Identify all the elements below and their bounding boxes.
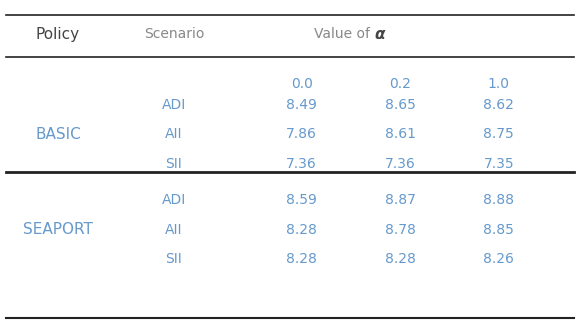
Text: AII: AII bbox=[165, 223, 183, 236]
Text: 1.0: 1.0 bbox=[488, 77, 510, 91]
Text: 8.61: 8.61 bbox=[385, 128, 416, 141]
Text: SII: SII bbox=[166, 157, 182, 171]
Text: 8.85: 8.85 bbox=[483, 223, 514, 236]
Text: 7.86: 7.86 bbox=[286, 128, 317, 141]
Text: α: α bbox=[374, 27, 385, 42]
Text: 0.0: 0.0 bbox=[291, 77, 313, 91]
Text: 8.78: 8.78 bbox=[385, 223, 416, 236]
Text: BASIC: BASIC bbox=[35, 127, 81, 142]
Text: 8.62: 8.62 bbox=[483, 98, 514, 112]
Text: 7.35: 7.35 bbox=[484, 157, 514, 171]
Text: Policy: Policy bbox=[36, 27, 80, 42]
Text: 8.28: 8.28 bbox=[286, 223, 317, 236]
Text: 8.59: 8.59 bbox=[286, 193, 317, 207]
Text: Scenario: Scenario bbox=[144, 28, 204, 41]
Text: 8.65: 8.65 bbox=[385, 98, 416, 112]
Text: 7.36: 7.36 bbox=[286, 157, 317, 171]
Text: SII: SII bbox=[166, 252, 182, 266]
Text: 8.87: 8.87 bbox=[385, 193, 416, 207]
Text: 8.49: 8.49 bbox=[286, 98, 317, 112]
Text: ADI: ADI bbox=[162, 193, 186, 207]
Text: 8.88: 8.88 bbox=[483, 193, 514, 207]
Text: 8.28: 8.28 bbox=[385, 252, 416, 266]
Text: 8.75: 8.75 bbox=[483, 128, 514, 141]
Text: Value of: Value of bbox=[314, 28, 374, 41]
Text: 7.36: 7.36 bbox=[385, 157, 416, 171]
Text: AII: AII bbox=[165, 128, 183, 141]
Text: SEAPORT: SEAPORT bbox=[23, 222, 93, 237]
Text: 8.28: 8.28 bbox=[286, 252, 317, 266]
Text: ADI: ADI bbox=[162, 98, 186, 112]
Text: 8.26: 8.26 bbox=[483, 252, 514, 266]
Text: 0.2: 0.2 bbox=[389, 77, 411, 91]
